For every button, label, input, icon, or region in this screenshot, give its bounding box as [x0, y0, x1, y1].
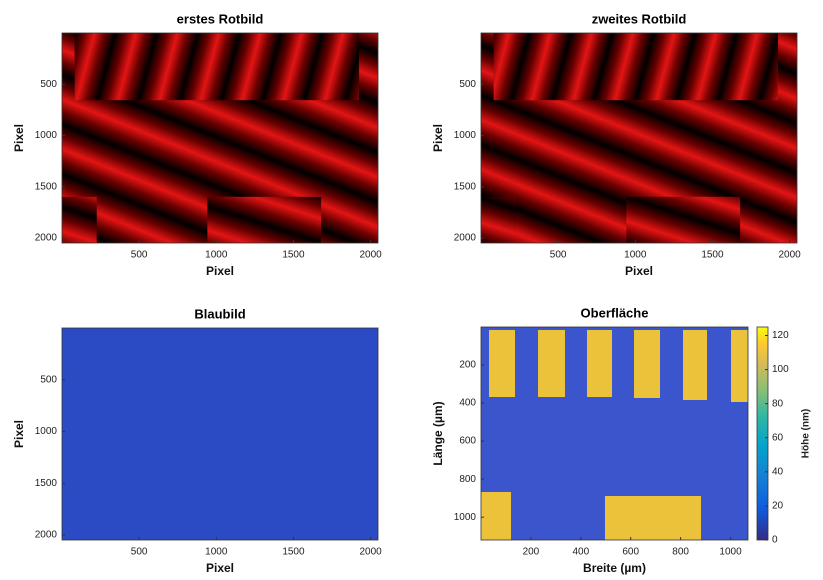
y-tick-label: 2000: [35, 233, 58, 244]
image-block: [207, 196, 322, 243]
x-tick-label: 1000: [205, 250, 228, 261]
image-block: [605, 496, 701, 540]
image-block: [481, 492, 511, 540]
y-tick-label: 1000: [35, 426, 58, 437]
x-tick-label: 1500: [701, 250, 724, 261]
axes-frame: [480, 32, 798, 244]
image-block: [626, 196, 741, 243]
x-tick-label: 500: [131, 250, 148, 261]
y-tick-label: 1000: [35, 130, 58, 141]
x-tick-label: 500: [550, 250, 567, 261]
y-tick-label: 200: [459, 360, 476, 371]
x-tick-label: 2000: [359, 250, 382, 261]
x-tick-label: 1500: [282, 250, 305, 261]
x-tick-label: 1500: [282, 547, 305, 558]
image-block: [493, 33, 779, 101]
x-axis-label: Breite (µm): [583, 561, 646, 575]
image: [62, 328, 378, 540]
y-axis-label: Pixel: [12, 124, 26, 152]
image-block: [634, 330, 660, 398]
x-tick-label: 600: [622, 547, 639, 558]
x-axis-label: Pixel: [206, 561, 234, 575]
x-tick-label: 200: [523, 547, 540, 558]
colorbar-label: Höhe (nm): [801, 409, 812, 458]
colorbar-tick-label: 60: [772, 432, 784, 443]
y-tick-label: 1500: [35, 478, 58, 489]
colorbar-tick-label: 100: [772, 364, 789, 375]
panel-title: Blaubild: [194, 306, 245, 321]
y-tick-label: 500: [459, 79, 476, 90]
x-tick-label: 1000: [719, 547, 742, 558]
axes-frame: [480, 326, 749, 541]
image-block: [62, 196, 97, 243]
panel-title: zweites Rotbild: [592, 11, 687, 26]
y-tick-label: 500: [40, 374, 57, 385]
y-tick-label: 400: [459, 398, 476, 409]
image-block: [538, 330, 565, 397]
panel-title: Oberfläche: [581, 305, 649, 320]
axes-frame: [61, 327, 379, 541]
colorbar-tick-label: 80: [772, 398, 784, 409]
x-axis-label: Pixel: [206, 264, 234, 278]
x-tick-label: 400: [572, 547, 589, 558]
x-tick-label: 2000: [359, 547, 382, 558]
y-tick-label: 800: [459, 474, 476, 485]
y-axis-label: Pixel: [431, 124, 445, 152]
y-tick-label: 2000: [454, 233, 477, 244]
colorbar-tick-label: 0: [772, 535, 778, 546]
colorbar-tick-label: 40: [772, 466, 784, 477]
x-tick-label: 1000: [624, 250, 647, 261]
image-block: [683, 330, 707, 400]
x-tick-label: 800: [672, 547, 689, 558]
panel-title: erstes Rotbild: [177, 11, 264, 26]
x-tick-label: 2000: [778, 250, 801, 261]
y-tick-label: 1500: [35, 181, 58, 192]
colorbar-tick-label: 120: [772, 330, 789, 341]
colorbar-tick-label: 20: [772, 501, 784, 512]
y-tick-label: 500: [40, 79, 57, 90]
y-axis-label: Länge (µm): [431, 401, 445, 465]
x-tick-label: 500: [131, 547, 148, 558]
y-axis-label: Pixel: [12, 420, 26, 448]
y-tick-label: 1000: [454, 512, 477, 523]
image-block: [489, 330, 515, 397]
image-block: [587, 330, 612, 397]
x-axis-label: Pixel: [625, 264, 653, 278]
image-block: [74, 33, 360, 101]
colorbar: [756, 326, 769, 541]
y-tick-label: 1500: [454, 181, 477, 192]
y-tick-label: 2000: [35, 530, 58, 541]
image-block: [731, 330, 748, 402]
axes-frame: [61, 32, 379, 244]
y-tick-label: 1000: [454, 130, 477, 141]
x-tick-label: 1000: [205, 547, 228, 558]
y-tick-label: 600: [459, 436, 476, 447]
image-block: [481, 196, 516, 243]
